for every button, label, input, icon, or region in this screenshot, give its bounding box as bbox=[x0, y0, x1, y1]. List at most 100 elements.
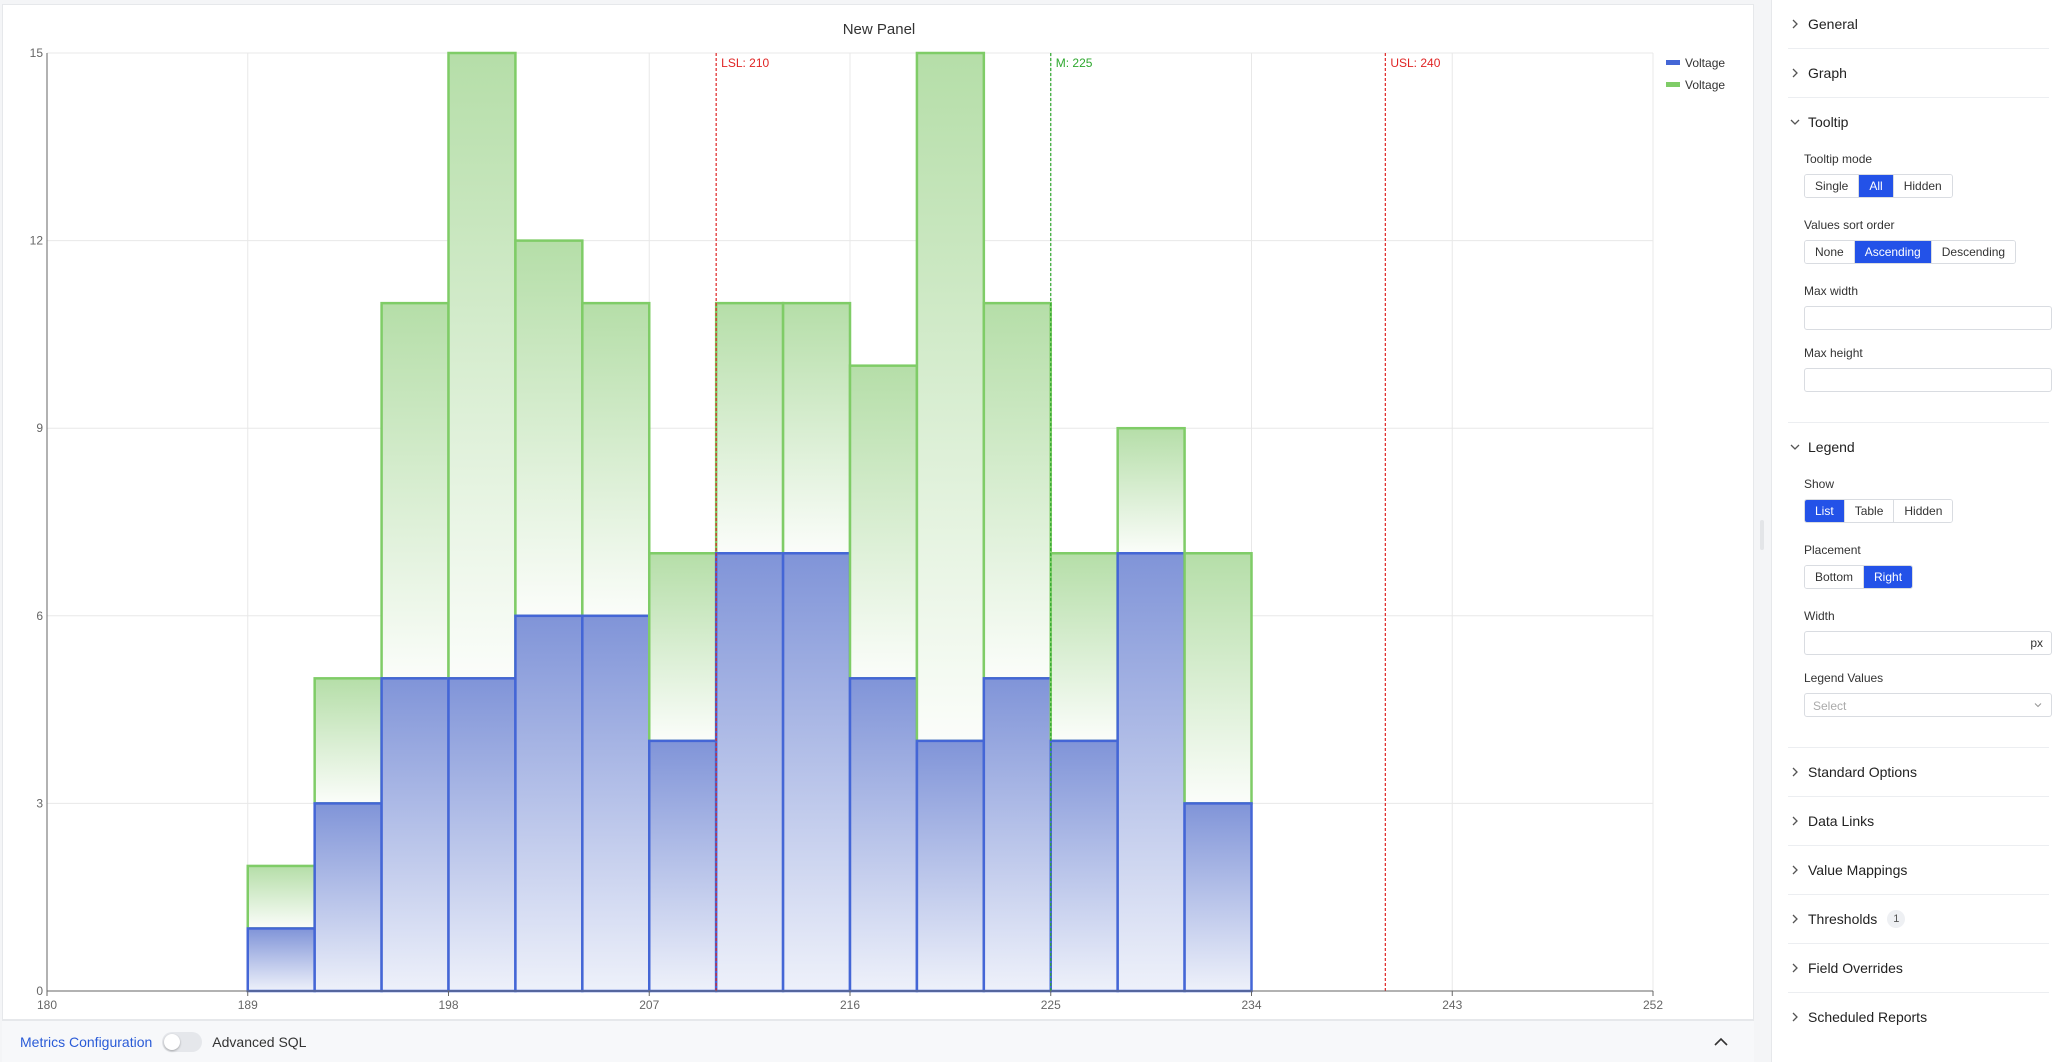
section-scheduled-reports: Scheduled Reports bbox=[1788, 993, 2049, 1041]
graph-header[interactable]: Graph bbox=[1788, 49, 2049, 97]
thresholds-header[interactable]: Thresholds 1 bbox=[1788, 895, 2049, 943]
tooltip-mode-option-all[interactable]: All bbox=[1859, 175, 1894, 197]
bars-layer bbox=[246, 51, 1253, 993]
x-tick-label: 180 bbox=[37, 998, 57, 1012]
tooltip-mode-option-single[interactable]: Single bbox=[1805, 175, 1860, 197]
legend-show-option-hidden[interactable]: Hidden bbox=[1894, 500, 1953, 522]
chevron-right-icon bbox=[1792, 963, 1798, 973]
data-links-title: Data Links bbox=[1808, 813, 1875, 829]
placement-option-right[interactable]: Right bbox=[1864, 566, 1913, 588]
legend-show-group: List Table Hidden bbox=[1804, 499, 1954, 523]
bar-green bbox=[1183, 552, 1253, 805]
value-mappings-title: Value Mappings bbox=[1808, 862, 1908, 878]
legend-title: Legend bbox=[1808, 439, 1855, 455]
standard-options-header[interactable]: Standard Options bbox=[1788, 748, 2049, 796]
placement-group: Bottom Right bbox=[1804, 565, 1914, 589]
chevron-up-icon[interactable] bbox=[1710, 1031, 1732, 1053]
graph-title: Graph bbox=[1808, 65, 1847, 81]
resize-handle[interactable] bbox=[1760, 520, 1764, 550]
bar-green bbox=[581, 301, 651, 618]
y-tick-label: 0 bbox=[36, 984, 43, 998]
bar-blue bbox=[781, 552, 852, 993]
reference-line-label: LSL: 210 bbox=[721, 56, 769, 70]
data-links-header[interactable]: Data Links bbox=[1788, 797, 2049, 845]
section-standard-options: Standard Options bbox=[1788, 748, 2049, 797]
chevron-right-icon bbox=[1792, 865, 1798, 875]
section-data-links: Data Links bbox=[1788, 797, 2049, 846]
legend-show-option-table[interactable]: Table bbox=[1844, 500, 1895, 522]
histogram-chart: New Panel LSL: 210 M: 225 USL: 240 0 3 6 9 12 1… bbox=[30, 21, 1726, 1012]
max-height-input[interactable] bbox=[1804, 368, 2052, 392]
legend-width-input[interactable]: px bbox=[1804, 631, 2052, 655]
advanced-sql-toggle[interactable] bbox=[162, 1031, 203, 1052]
legend-values-select[interactable]: Select bbox=[1804, 693, 2052, 717]
sort-order-option-ascending[interactable]: Ascending bbox=[1854, 241, 1932, 263]
bar-green bbox=[1116, 426, 1186, 555]
section-value-mappings: Value Mappings bbox=[1788, 846, 2049, 895]
select-placeholder: Select bbox=[1813, 699, 1847, 713]
bar-green bbox=[447, 51, 517, 680]
bar-blue bbox=[848, 677, 919, 993]
x-tick-label: 234 bbox=[1241, 998, 1261, 1012]
x-tick-label: 198 bbox=[438, 998, 458, 1012]
section-graph: Graph bbox=[1788, 49, 2049, 98]
chevron-right-icon bbox=[1792, 1012, 1798, 1022]
x-tick-label: 243 bbox=[1442, 998, 1462, 1012]
y-tick-label: 3 bbox=[36, 796, 43, 810]
bar-green bbox=[982, 301, 1052, 680]
legend-body: Show List Table Hidden Placement Bottom Rig… bbox=[1788, 477, 2052, 747]
legend-show-label: Show bbox=[1804, 477, 1835, 491]
legend-header[interactable]: Legend bbox=[1788, 423, 2049, 471]
sort-order-option-none[interactable]: None bbox=[1805, 241, 1855, 263]
bar-blue bbox=[915, 739, 986, 993]
legend-item: Voltage bbox=[1685, 56, 1725, 70]
tooltip-header[interactable]: Tooltip bbox=[1788, 98, 2049, 146]
general-header[interactable]: General bbox=[1788, 0, 2049, 48]
section-thresholds: Thresholds 1 bbox=[1788, 895, 2049, 944]
chevron-down-icon bbox=[2034, 703, 2042, 708]
legend-show-option-list[interactable]: List bbox=[1805, 500, 1845, 522]
max-height-label: Max height bbox=[1804, 346, 1863, 360]
bar-blue bbox=[1183, 802, 1253, 993]
legend-swatch bbox=[1666, 82, 1680, 87]
metrics-configuration-link[interactable]: Metrics Configuration bbox=[20, 1033, 153, 1050]
chart-legend[interactable]: Voltage Voltage bbox=[1666, 56, 1725, 92]
panel-title: New Panel bbox=[843, 21, 916, 38]
chevron-down-icon bbox=[1790, 444, 1800, 450]
panel-card: New Panel LSL: 210 M: 225 USL: 240 0 3 6 9 12 1… bbox=[2, 4, 1754, 1020]
chevron-right-icon bbox=[1792, 816, 1798, 826]
reference-lines: LSL: 210 M: 225 USL: 240 bbox=[715, 53, 1441, 991]
advanced-sql-label: Advanced SQL bbox=[212, 1033, 307, 1050]
section-general: General bbox=[1788, 0, 2049, 49]
thresholds-count-badge: 1 bbox=[1887, 910, 1906, 928]
tooltip-title: Tooltip bbox=[1808, 114, 1849, 130]
bar-blue bbox=[1049, 739, 1119, 993]
bar-blue bbox=[447, 677, 517, 993]
value-mappings-header[interactable]: Value Mappings bbox=[1788, 846, 2049, 894]
placement-label: Placement bbox=[1804, 543, 1861, 557]
placement-option-bottom[interactable]: Bottom bbox=[1805, 566, 1865, 588]
sort-order-label: Values sort order bbox=[1804, 218, 1895, 232]
tooltip-body: Tooltip mode Single All Hidden Values sort… bbox=[1788, 152, 2052, 422]
bar-blue bbox=[982, 677, 1052, 993]
x-tick-label: 207 bbox=[639, 998, 659, 1012]
max-width-input[interactable] bbox=[1804, 306, 2052, 330]
x-tick-label: 216 bbox=[840, 998, 860, 1012]
x-tick-label: 252 bbox=[1643, 998, 1663, 1012]
standard-options-title: Standard Options bbox=[1808, 764, 1917, 780]
axis-layer: 0 3 6 9 12 15 180 189 198 207 216 225 234 243 252 bbox=[30, 46, 1664, 1012]
x-tick-label: 189 bbox=[238, 998, 258, 1012]
tooltip-mode-option-hidden[interactable]: Hidden bbox=[1893, 175, 1952, 197]
x-tick-label: 225 bbox=[1041, 998, 1061, 1012]
px-unit: px bbox=[2030, 636, 2043, 650]
section-tooltip: Tooltip Tooltip mode Single All Hidden Val… bbox=[1788, 98, 2052, 423]
reference-line-label: USL: 240 bbox=[1390, 56, 1440, 70]
sort-order-option-descending[interactable]: Descending bbox=[1931, 241, 2016, 263]
bar-blue bbox=[514, 614, 584, 993]
scheduled-reports-header[interactable]: Scheduled Reports bbox=[1788, 993, 2049, 1041]
tooltip-mode-label: Tooltip mode bbox=[1804, 152, 1873, 166]
legend-values-label: Legend Values bbox=[1804, 671, 1884, 685]
field-overrides-header[interactable]: Field Overrides bbox=[1788, 944, 2049, 992]
thresholds-title: Thresholds bbox=[1808, 911, 1878, 927]
